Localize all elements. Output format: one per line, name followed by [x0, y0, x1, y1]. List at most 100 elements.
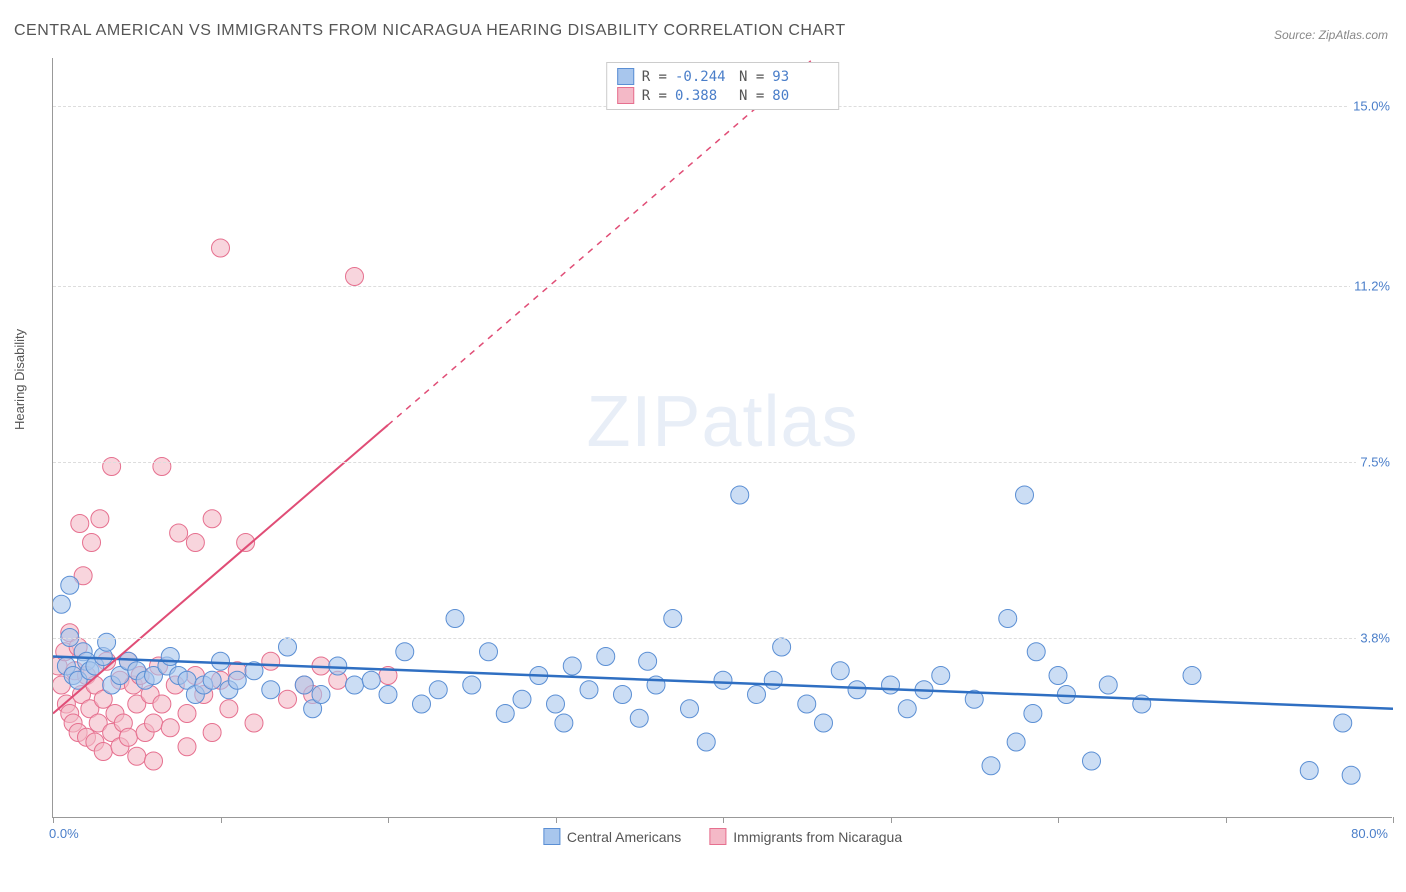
y-tick-label: 3.8%	[1356, 630, 1394, 645]
legend-item: Central Americans	[543, 828, 681, 845]
data-point	[697, 733, 715, 751]
data-point	[212, 652, 230, 670]
data-point	[379, 686, 397, 704]
data-point	[396, 643, 414, 661]
data-point	[831, 662, 849, 680]
data-point	[1083, 752, 1101, 770]
data-point	[999, 610, 1017, 628]
x-tick	[556, 817, 557, 823]
data-point	[463, 676, 481, 694]
data-point	[1099, 676, 1117, 694]
data-point	[228, 671, 246, 689]
data-point	[764, 671, 782, 689]
correlation-legend-row: R =-0.244N =93	[617, 67, 829, 86]
n-label: N =	[739, 69, 764, 85]
data-point	[614, 686, 632, 704]
data-point	[295, 676, 313, 694]
data-point	[748, 686, 766, 704]
data-point	[714, 671, 732, 689]
data-point	[848, 681, 866, 699]
scatter-svg	[53, 58, 1393, 818]
x-tick	[221, 817, 222, 823]
y-tick-label: 11.2%	[1350, 279, 1394, 294]
n-value: 93	[772, 69, 828, 85]
gridline	[53, 462, 1392, 463]
data-point	[245, 714, 263, 732]
data-point	[429, 681, 447, 699]
data-point	[513, 690, 531, 708]
data-point	[1007, 733, 1025, 751]
data-point	[413, 695, 431, 713]
data-point	[203, 671, 221, 689]
x-axis-max-label: 80.0%	[1351, 826, 1388, 841]
chart-area: ZIPatlas 3.8%7.5%11.2%15.0% 0.0% 80.0% C…	[52, 58, 1392, 818]
data-point	[681, 700, 699, 718]
data-point	[220, 700, 238, 718]
r-value: 0.388	[675, 88, 731, 104]
gridline	[53, 286, 1392, 287]
data-point	[346, 676, 364, 694]
data-point	[91, 510, 109, 528]
chart-title: CENTRAL AMERICAN VS IMMIGRANTS FROM NICA…	[14, 22, 846, 40]
data-point	[262, 681, 280, 699]
y-axis-label: Hearing Disability	[12, 329, 27, 430]
n-value: 80	[772, 88, 828, 104]
data-point	[83, 534, 101, 552]
data-point	[630, 709, 648, 727]
data-point	[61, 576, 79, 594]
data-point	[203, 510, 221, 528]
data-point	[446, 610, 464, 628]
data-point	[362, 671, 380, 689]
x-axis-min-label: 0.0%	[49, 826, 79, 841]
legend-swatch	[617, 68, 634, 85]
data-point	[664, 610, 682, 628]
top-legend: R =-0.244N =93R =0.388N =80	[606, 62, 840, 110]
data-point	[98, 633, 116, 651]
data-point	[161, 648, 179, 666]
data-point	[94, 743, 112, 761]
legend-label: Immigrants from Nicaragua	[733, 829, 902, 845]
y-tick-label: 15.0%	[1349, 98, 1394, 113]
data-point	[1049, 667, 1067, 685]
data-point	[480, 643, 498, 661]
x-tick	[1393, 817, 1394, 823]
data-point	[312, 686, 330, 704]
plot: ZIPatlas 3.8%7.5%11.2%15.0% 0.0% 80.0% C…	[52, 58, 1392, 818]
legend-label: Central Americans	[567, 829, 681, 845]
data-point	[178, 705, 196, 723]
data-point	[103, 458, 121, 476]
data-point	[170, 524, 188, 542]
data-point	[279, 690, 297, 708]
source-label: Source: ZipAtlas.com	[1274, 28, 1388, 42]
bottom-legend: Central Americans Immigrants from Nicarag…	[543, 828, 902, 845]
data-point	[882, 676, 900, 694]
data-point	[563, 657, 581, 675]
data-point	[161, 719, 179, 737]
x-tick	[53, 817, 54, 823]
data-point	[731, 486, 749, 504]
data-point	[186, 534, 204, 552]
data-point	[178, 738, 196, 756]
data-point	[119, 728, 137, 746]
data-point	[53, 595, 70, 613]
y-tick-label: 7.5%	[1356, 454, 1394, 469]
legend-swatch	[543, 828, 560, 845]
data-point	[262, 652, 280, 670]
data-point	[898, 700, 916, 718]
data-point	[329, 657, 347, 675]
data-point	[798, 695, 816, 713]
data-point	[932, 667, 950, 685]
data-point	[815, 714, 833, 732]
data-point	[128, 747, 146, 765]
data-point	[153, 458, 171, 476]
data-point	[555, 714, 573, 732]
data-point	[547, 695, 565, 713]
data-point	[153, 695, 171, 713]
data-point	[1027, 643, 1045, 661]
r-value: -0.244	[675, 69, 731, 85]
data-point	[496, 705, 514, 723]
data-point	[1183, 667, 1201, 685]
trend-line-extrapolated	[388, 58, 814, 425]
data-point	[1300, 762, 1318, 780]
data-point	[580, 681, 598, 699]
